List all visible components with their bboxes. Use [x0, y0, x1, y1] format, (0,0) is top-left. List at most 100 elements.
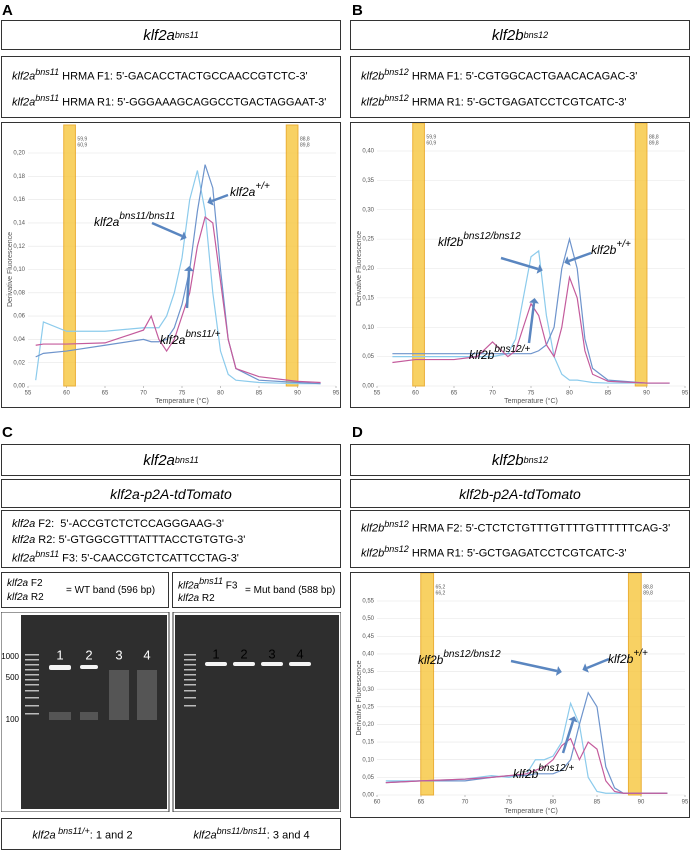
primer: klf2a R2: 5'-GTGGCGTTTATTTACCTGTGTG-3' — [12, 534, 245, 546]
gene: klf2b — [491, 26, 524, 44]
allele: +/+ — [255, 181, 270, 192]
allele: bns12 — [523, 30, 549, 40]
melt-window-label: 88,8 — [643, 584, 653, 590]
primer: klf2abns11 F3: 5'-CAACCGTCTCATTCCTAG-3' — [12, 549, 239, 565]
curve-label: klf2b+/+ — [608, 648, 648, 667]
y-axis-title: Derivative Fluorescence — [7, 232, 14, 307]
gene: klf2a — [143, 451, 175, 469]
x-tick-label: 75 — [528, 391, 535, 397]
primer: klf2bbns12 HRMA F1: 5'-CGTGGCACTGAACACAG… — [361, 67, 637, 83]
primer-id: F2 — [28, 578, 43, 589]
melt-curve — [35, 216, 321, 384]
melt-curve — [392, 236, 670, 384]
melt-window-label: 60,9 — [426, 140, 436, 146]
allele: bns11/+ — [55, 826, 90, 837]
arrowhead — [180, 231, 187, 241]
panel-subtitle: klf2a-p2A-tdTomato — [1, 479, 341, 508]
y-tick-label: 0,30 — [362, 207, 374, 213]
y-tick-label: 0,20 — [362, 722, 374, 728]
gene: klf2b — [608, 652, 634, 666]
y-tick-label: 0,40 — [362, 149, 374, 155]
gene: klf2a — [7, 578, 29, 589]
gene: klf2b — [469, 348, 495, 362]
curve-label: klf2abns11/+ — [160, 329, 221, 348]
melt-curve — [385, 701, 668, 794]
allele: bns11/+ — [185, 329, 220, 340]
primer-seq: HRMA R1: 5'-GCTGAGATCCTCGTCATC-3' — [411, 96, 627, 109]
panel-letter: C — [2, 424, 13, 441]
allele: bns11 — [174, 30, 199, 40]
x-tick-label: 60 — [374, 800, 381, 806]
y-tick-label: 0,10 — [362, 325, 374, 331]
primer-seq: HRMA F1: 5'-CGTGGCACTGAACACAGAC-3' — [411, 70, 638, 83]
y-tick-label: 0,25 — [362, 704, 374, 710]
primer: klf2abns11 HRMA F1: 5'-GACACCTACTGCCAACC… — [12, 67, 308, 83]
allele: bns11 — [35, 549, 60, 559]
primer-name: klf2a F2 — [7, 578, 43, 589]
x-tick-label: 55 — [25, 391, 32, 397]
x-tick-label: 65 — [418, 800, 425, 806]
allele: bns11/bns11 — [119, 211, 175, 222]
allele: +/+ — [616, 239, 631, 250]
y-tick-label: 0,50 — [362, 616, 374, 622]
primer-seq: HRMA F2: 5'-CTCTCTGTTTGTTTTGTTTTTTCAG-3' — [411, 522, 671, 535]
ladder — [25, 654, 196, 715]
gene: klf2a — [32, 829, 56, 842]
arrowhead — [184, 266, 194, 272]
arrow — [211, 193, 229, 203]
lane-label: 1 — [56, 647, 63, 662]
arrow — [500, 256, 539, 271]
band-size: = Mut band (588 bp) — [245, 585, 336, 596]
gene: klf2b — [591, 243, 617, 257]
gene: klf2b — [361, 547, 385, 560]
x-tick-label: 80 — [217, 391, 224, 397]
gene: klf2a — [160, 333, 186, 347]
y-tick-label: 0,35 — [362, 178, 374, 184]
x-tick-label: 80 — [550, 800, 557, 806]
primer-box: klf2bbns12 HRMA F1: 5'-CGTGGCACTGAACACAG… — [350, 56, 690, 118]
allele: bns12/bns12 — [443, 649, 501, 660]
lane-label: 3 — [268, 646, 275, 661]
allele: bns12/bns12 — [463, 231, 521, 242]
band-size: = WT band (596 bp) — [66, 585, 156, 596]
panel-subtitle: klf2b-p2A-tdTomato — [350, 479, 690, 508]
genotype: klf2abns11/bns11: 3 and 4 — [193, 826, 309, 842]
gene: klf2b — [418, 653, 444, 667]
allele: bns12 — [523, 455, 549, 465]
y-tick-label: 0,06 — [13, 314, 25, 320]
curve-label: klf2bbns12/bns12 — [438, 231, 521, 250]
primer: klf2a F2: 5'-ACCGTCTCTCCAGGGAAG-3' — [12, 518, 224, 530]
gene: klf2a — [12, 70, 36, 83]
x-tick-label: 70 — [489, 391, 496, 397]
x-tick-label: 65 — [102, 391, 109, 397]
gene: klf2a — [230, 185, 256, 199]
primer-seq: F3: 5'-CAACCGTCTCATTCCTAG-3' — [59, 552, 239, 565]
primer: klf2bbns12 HRMA R1: 5'-GCTGAGATCCTCGTCAT… — [361, 544, 626, 560]
arrow — [185, 270, 191, 309]
gene: klf2a — [7, 592, 29, 603]
y-tick-label: 0,18 — [13, 174, 25, 180]
melt-window-label: 89,8 — [643, 590, 653, 596]
primer-seq: HRMA R1: 5'-GCTGAGATCCTCGTCATC-3' — [411, 547, 627, 560]
lanes: : 1 and 2 — [89, 829, 133, 842]
allele: bns12/+ — [538, 763, 574, 774]
allele: bns12 — [384, 67, 409, 77]
y-tick-label: 0,20 — [13, 151, 25, 157]
gene: klf2b — [361, 522, 385, 535]
gene: klf2b — [361, 96, 385, 109]
gene: klf2a — [143, 26, 175, 44]
x-axis-title: Temperature (°C) — [155, 397, 209, 405]
smear — [49, 670, 157, 720]
melt-window-label: 89,8 — [300, 142, 310, 148]
gene: klf2a — [193, 829, 217, 842]
gene: klf2b — [491, 451, 524, 469]
y-axis-title: Derivative Fluorescence — [356, 231, 363, 306]
arrowhead — [529, 298, 539, 304]
melt-window — [285, 124, 299, 387]
primer-name: klf2a R2 — [7, 592, 44, 603]
melt-window — [627, 573, 642, 796]
gene: klf2b — [361, 70, 385, 83]
arrow — [151, 221, 183, 238]
lane-label: 4 — [143, 647, 150, 662]
chart: 0,00 0,05 0,10 0,15 0,20 0,25 0,30 0,35 0,40 0,45… — [350, 572, 690, 818]
